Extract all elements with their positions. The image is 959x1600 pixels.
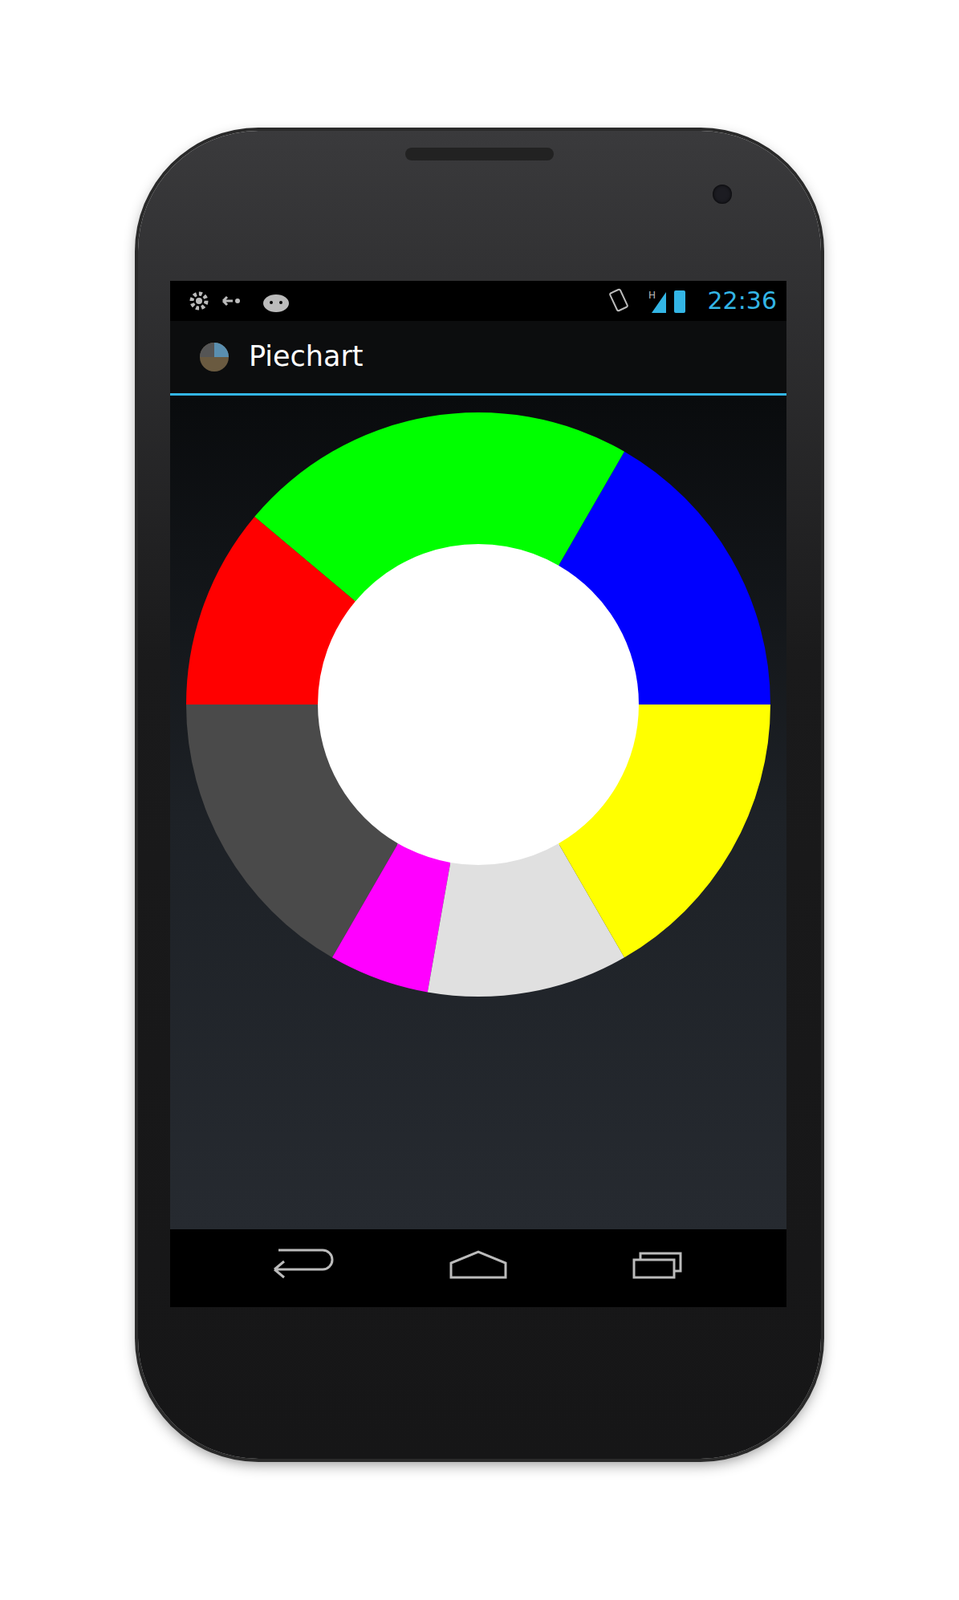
html-text:Piechart: Piechart [248,340,364,373]
html-text:22:36: 22:36 [707,286,777,315]
svg-text:H: H [648,289,656,301]
